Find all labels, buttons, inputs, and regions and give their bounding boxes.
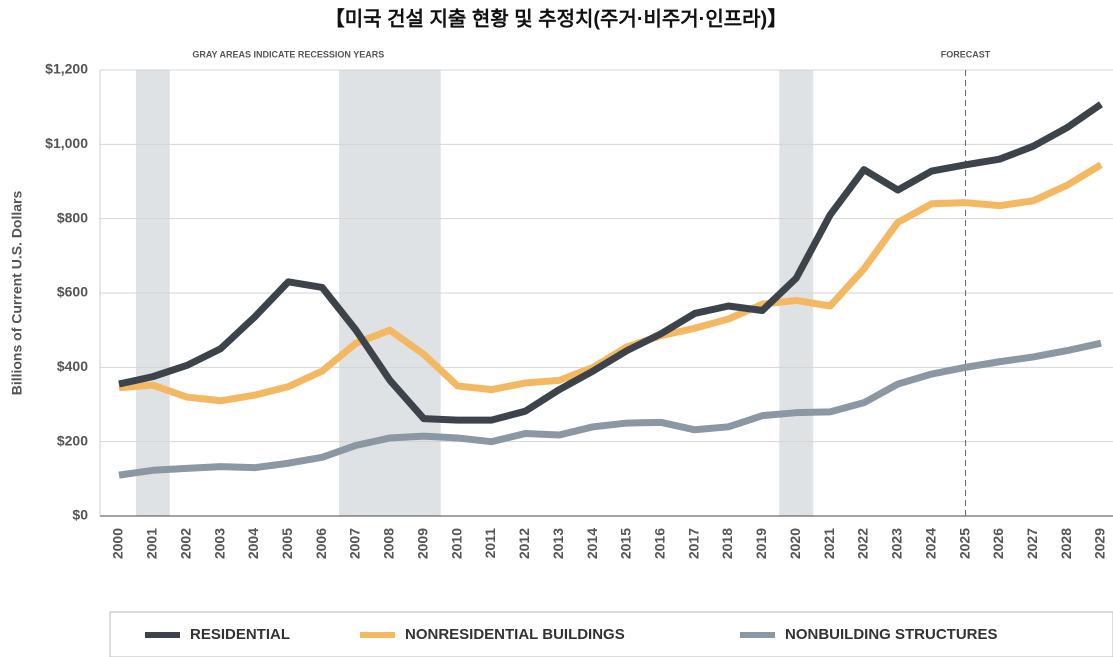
y-tick-label: $400 <box>57 358 88 374</box>
x-tick-label: 2018 <box>719 528 735 559</box>
x-tick-label: 2016 <box>651 528 667 559</box>
x-tick-label: 2028 <box>1058 528 1074 559</box>
x-tick-label: 2015 <box>618 528 634 559</box>
x-tick-label: 2006 <box>313 528 329 559</box>
x-tick-label: 2002 <box>177 528 193 559</box>
data-line <box>118 101 1103 424</box>
x-tick-label: 2014 <box>584 528 600 559</box>
data-line <box>118 339 1102 479</box>
chart-title: 【미국 건설 지출 현황 및 추정치(주거·비주거·인프라)】 <box>325 7 787 30</box>
x-tick-label: 2023 <box>889 528 905 559</box>
legend-label: RESIDENTIAL <box>190 626 290 643</box>
y-tick-label: $1,200 <box>45 61 88 77</box>
x-tick-label: 2008 <box>381 528 397 559</box>
legend-label: NONBUILDING STRUCTURES <box>785 626 998 643</box>
x-tick-label: 2013 <box>550 528 566 559</box>
y-tick-label: $600 <box>57 284 88 300</box>
x-tick-label: 2004 <box>245 528 261 559</box>
legend-label: NONRESIDENTIAL BUILDINGS <box>405 626 625 643</box>
legend-box <box>109 611 1113 657</box>
x-tick-label: 2017 <box>685 528 701 559</box>
y-tick-label: $1,000 <box>45 135 88 151</box>
x-tick-label: 2021 <box>821 528 837 559</box>
x-tick-label: 2001 <box>144 528 160 559</box>
x-tick-label: 2007 <box>347 528 363 559</box>
x-tick-label: 2019 <box>753 528 769 559</box>
y-tick-label: $0 <box>72 507 88 523</box>
y-axis-label: Billions of Current U.S. Dollars <box>9 191 25 396</box>
x-tick-label: 2009 <box>414 528 430 559</box>
x-tick-label: 2025 <box>956 528 972 559</box>
x-tick-label: 2029 <box>1092 528 1108 559</box>
x-tick-label: 2003 <box>211 528 227 559</box>
x-tick-label: 2026 <box>990 528 1006 559</box>
x-tick-label: 2005 <box>279 528 295 559</box>
x-tick-label: 2000 <box>110 528 126 559</box>
annotation: GRAY AREAS INDICATE RECESSION YEARS <box>192 49 384 59</box>
y-tick-label: $200 <box>57 432 88 448</box>
x-tick-label: 2012 <box>516 528 532 559</box>
y-tick-label: $800 <box>57 209 88 225</box>
data-line <box>118 161 1103 405</box>
x-tick-label: 2020 <box>787 528 803 559</box>
x-tick-label: 2027 <box>1024 528 1040 559</box>
x-tick-label: 2024 <box>922 528 938 559</box>
annotation: FORECAST <box>941 49 991 59</box>
x-tick-label: 2011 <box>482 528 498 559</box>
x-tick-label: 2010 <box>448 528 464 559</box>
x-tick-label: 2022 <box>855 528 871 559</box>
